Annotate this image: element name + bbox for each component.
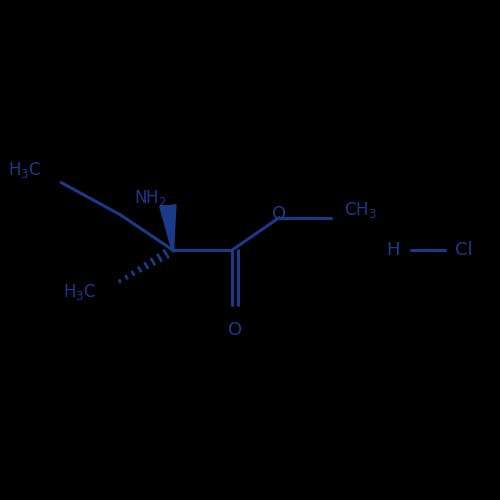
Text: O: O: [228, 321, 242, 339]
Text: H: H: [386, 241, 400, 259]
Text: H$_3$C: H$_3$C: [8, 160, 42, 180]
Text: NH$_2$: NH$_2$: [134, 188, 167, 208]
Text: H$_3$C: H$_3$C: [62, 282, 96, 302]
Text: O: O: [272, 205, 286, 223]
Polygon shape: [159, 204, 176, 250]
Text: Cl: Cl: [456, 241, 473, 259]
Text: CH$_3$: CH$_3$: [344, 200, 376, 220]
